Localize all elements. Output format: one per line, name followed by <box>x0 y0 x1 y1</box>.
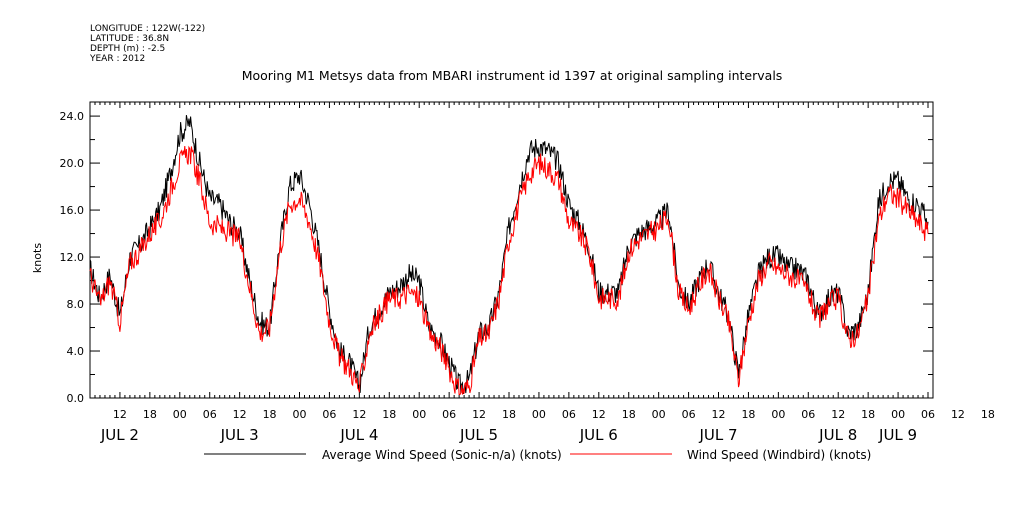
metadata-line: DEPTH (m) : -2.5 <box>90 44 165 54</box>
plot-frame <box>89 101 934 399</box>
x-tick-label: 00 <box>412 408 426 421</box>
series-windbird-speed-line <box>89 145 929 395</box>
x-tick-label: 00 <box>891 408 905 421</box>
x-tick-label: 00 <box>293 408 307 421</box>
x-tick-label: 18 <box>861 408 875 421</box>
metadata-block: LONGITUDE : 122W(-122) LATITUDE : 36.8N … <box>89 24 205 64</box>
x-date-label: JUL 8 <box>818 426 857 444</box>
x-date-label: JUL 4 <box>339 426 378 444</box>
x-date-label: JUL 9 <box>878 426 917 444</box>
x-tick-label: 06 <box>203 408 217 421</box>
y-tick-label: 20.0 <box>60 157 85 170</box>
x-tick-label: 06 <box>801 408 815 421</box>
legend-label-average-wind: Average Wind Speed (Sonic-n/a) (knots) <box>322 448 562 462</box>
y-axis-label: knots <box>31 243 44 273</box>
x-tick-label: 18 <box>382 408 396 421</box>
x-tick-label: 06 <box>442 408 456 421</box>
x-tick-label: 06 <box>562 408 576 421</box>
x-tick-label: 18 <box>741 408 755 421</box>
x-tick-label: 18 <box>143 408 157 421</box>
x-tick-label: 00 <box>771 408 785 421</box>
y-tick-label: 0.0 <box>67 392 85 405</box>
y-tick-labels: 0.0 4.0 8.0 12.0 16.0 20.0 24.0 <box>60 110 85 405</box>
x-date-label: JUL 5 <box>459 426 498 444</box>
x-tick-label: 12 <box>352 408 366 421</box>
x-tick-label: 12 <box>233 408 247 421</box>
metadata-line: YEAR : 2012 <box>89 54 145 64</box>
x-tick-label: 12 <box>113 408 127 421</box>
metadata-line: LONGITUDE : 122W(-122) <box>90 24 205 34</box>
x-tick-label: 12 <box>951 408 965 421</box>
metadata-line: LATITUDE : 36.8N <box>90 34 169 44</box>
x-date-labels: JUL 2 JUL 3 JUL 4 JUL 5 JUL 6 JUL 7 JUL 8 JUL 9 <box>100 426 917 444</box>
legend: Average Wind Speed (Sonic-n/a) (knots) W… <box>204 448 871 462</box>
x-tick-label: 06 <box>921 408 935 421</box>
series-average-wind-speed-line <box>89 115 929 395</box>
x-tick-label: 00 <box>173 408 187 421</box>
x-date-label: JUL 7 <box>698 426 737 444</box>
x-date-label: JUL 3 <box>220 426 259 444</box>
x-tick-label: 12 <box>472 408 486 421</box>
x-tick-label: 12 <box>712 408 726 421</box>
x-tick-label: 12 <box>592 408 606 421</box>
x-tick-label: 18 <box>502 408 516 421</box>
series-lines <box>89 115 929 395</box>
x-tick-label: 12 <box>831 408 845 421</box>
chart-title: Mooring M1 Metsys data from MBARI instru… <box>242 68 783 83</box>
y-tick-label: 16.0 <box>60 204 85 217</box>
x-tick-label: 18 <box>263 408 277 421</box>
x-tick-label: 06 <box>322 408 336 421</box>
x-tick-label: 06 <box>682 408 696 421</box>
legend-label-windbird: Wind Speed (Windbird) (knots) <box>687 448 871 462</box>
y-tick-label: 12.0 <box>60 251 85 264</box>
x-tick-label: 18 <box>622 408 636 421</box>
x-tick-label: 00 <box>652 408 666 421</box>
x-date-label: JUL 6 <box>579 426 618 444</box>
y-tick-label: 4.0 <box>67 345 85 358</box>
x-tick-labels: 12 18 00 06 12 18 00 06 12 18 00 06 12 18 00 06 12 18 00 06… <box>113 408 995 421</box>
y-tick-label: 8.0 <box>67 298 85 311</box>
x-date-label: JUL 2 <box>100 426 139 444</box>
y-tick-label: 24.0 <box>60 110 85 123</box>
axis-ticks <box>89 102 934 399</box>
x-tick-label: 00 <box>532 408 546 421</box>
x-tick-label: 18 <box>981 408 995 421</box>
